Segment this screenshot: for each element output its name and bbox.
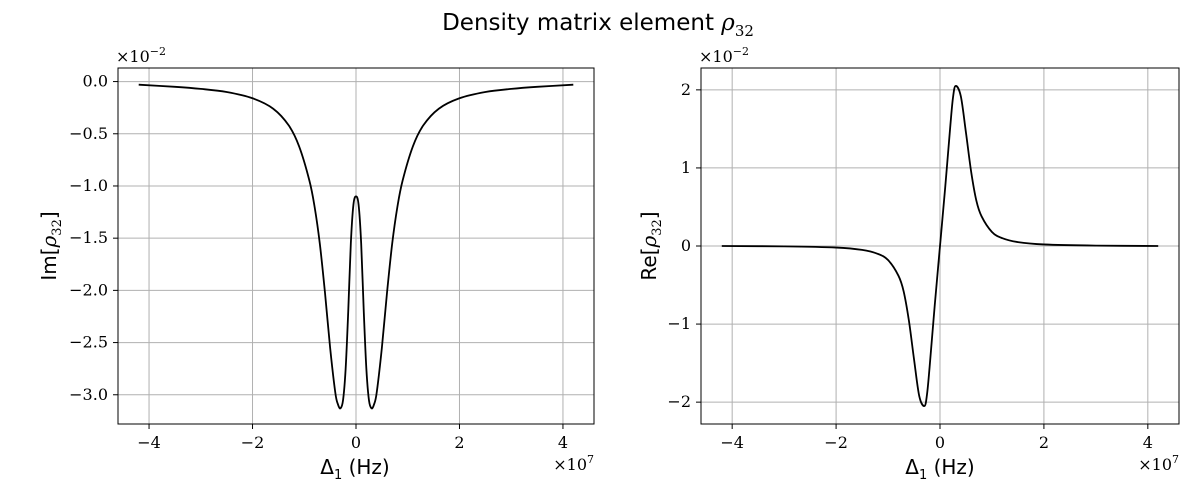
figure-title: Density matrix element ρ32 [442, 10, 754, 40]
re-x-scale-label: ×107 [1138, 453, 1179, 474]
re-x-axis-subscript: 1 [919, 468, 927, 483]
im-panel: −4 −2 0 2 4 0.0 −0.5 −1.0 −1.5 −2.0 −2.5 −3.0 Δ1 (… [37, 45, 595, 483]
re-x-ticks: −4 −2 0 2 4 [720, 424, 1153, 452]
im-y-axis-suffix: ] [37, 211, 61, 219]
re-x-tick-label: 4 [1143, 433, 1153, 452]
im-x-axis-symbol: Δ [320, 455, 334, 479]
im-y-axis-label: Im[ρ32] [37, 211, 65, 280]
im-x-axis-label: Δ1 (Hz) [320, 455, 389, 483]
im-x-tick-label: 4 [558, 433, 568, 452]
im-y-tick-label: −1.5 [69, 228, 108, 247]
im-x-scale-label: ×107 [553, 453, 594, 474]
re-x-tick-label: −4 [720, 433, 744, 452]
im-y-ticks: 0.0 −0.5 −1.0 −1.5 −2.0 −2.5 −3.0 [69, 72, 118, 404]
re-y-scale-exponent: −2 [733, 45, 749, 58]
re-x-axis-symbol: Δ [905, 455, 919, 479]
figure-title-symbol: ρ [720, 10, 735, 36]
re-x-tick-label: −2 [824, 433, 848, 452]
re-x-tick-label: 0 [935, 433, 945, 452]
re-y-axis-prefix: Re[ [637, 248, 661, 281]
re-y-axis-symbol: ρ [637, 236, 661, 249]
im-x-tick-label: −2 [241, 433, 265, 452]
im-y-axis-symbol: ρ [37, 235, 61, 248]
im-x-scale-exponent: 7 [587, 453, 594, 466]
re-x-axis-unit: (Hz) [927, 455, 975, 479]
im-x-axis-unit: (Hz) [342, 455, 390, 479]
im-y-tick-label: 0.0 [83, 72, 108, 91]
im-y-tick-label: −0.5 [69, 124, 108, 143]
re-x-tick-label: 2 [1039, 433, 1049, 452]
im-series-line [138, 83, 574, 410]
im-y-axis-prefix: Im[ [37, 247, 61, 280]
im-y-tick-label: −2.5 [69, 333, 108, 352]
re-x-scale-base: ×10 [1138, 455, 1172, 474]
re-y-tick-label: −2 [667, 392, 691, 411]
re-y-axis-label: Re[ρ32] [637, 211, 665, 280]
re-y-tick-label: 2 [681, 80, 691, 99]
re-y-tick-label: −1 [667, 314, 691, 333]
im-x-scale-base: ×10 [553, 455, 587, 474]
re-series-line [721, 85, 1159, 407]
re-y-tick-label: 0 [681, 236, 691, 255]
re-x-axis-label: Δ1 (Hz) [905, 455, 974, 483]
re-x-scale-exponent: 7 [1172, 453, 1179, 466]
im-x-tick-label: 0 [351, 433, 361, 452]
im-y-scale-label: ×10−2 [116, 45, 166, 66]
re-y-scale-label: ×10−2 [699, 45, 749, 66]
im-y-axis-subscript: 32 [50, 219, 65, 236]
im-x-tick-label: 2 [454, 433, 464, 452]
im-y-tick-label: −3.0 [69, 385, 108, 404]
re-y-axis-suffix: ] [637, 211, 661, 219]
im-y-scale-base: ×10 [116, 47, 150, 66]
im-grid [118, 68, 594, 424]
im-x-ticks: −4 −2 0 2 4 [137, 424, 568, 452]
im-x-axis-subscript: 1 [334, 468, 342, 483]
im-y-scale-exponent: −2 [150, 45, 166, 58]
re-y-ticks: 2 1 0 −1 −2 [667, 80, 701, 411]
re-panel: −4 −2 0 2 4 210−1−2 Δ1 (Hz) Re[ρ32] ×10−2 ×1… [637, 45, 1180, 483]
re-y-axis-subscript: 32 [650, 219, 665, 236]
im-y-tick-label: −2.0 [69, 280, 108, 299]
figure-title-text: Density matrix element [442, 10, 721, 36]
figure-title-subscript: 32 [735, 22, 754, 40]
im-x-tick-label: −4 [137, 433, 161, 452]
re-y-tick-label: 1 [681, 158, 691, 177]
re-y-scale-base: ×10 [699, 47, 733, 66]
im-y-tick-label: −1.0 [69, 176, 108, 195]
